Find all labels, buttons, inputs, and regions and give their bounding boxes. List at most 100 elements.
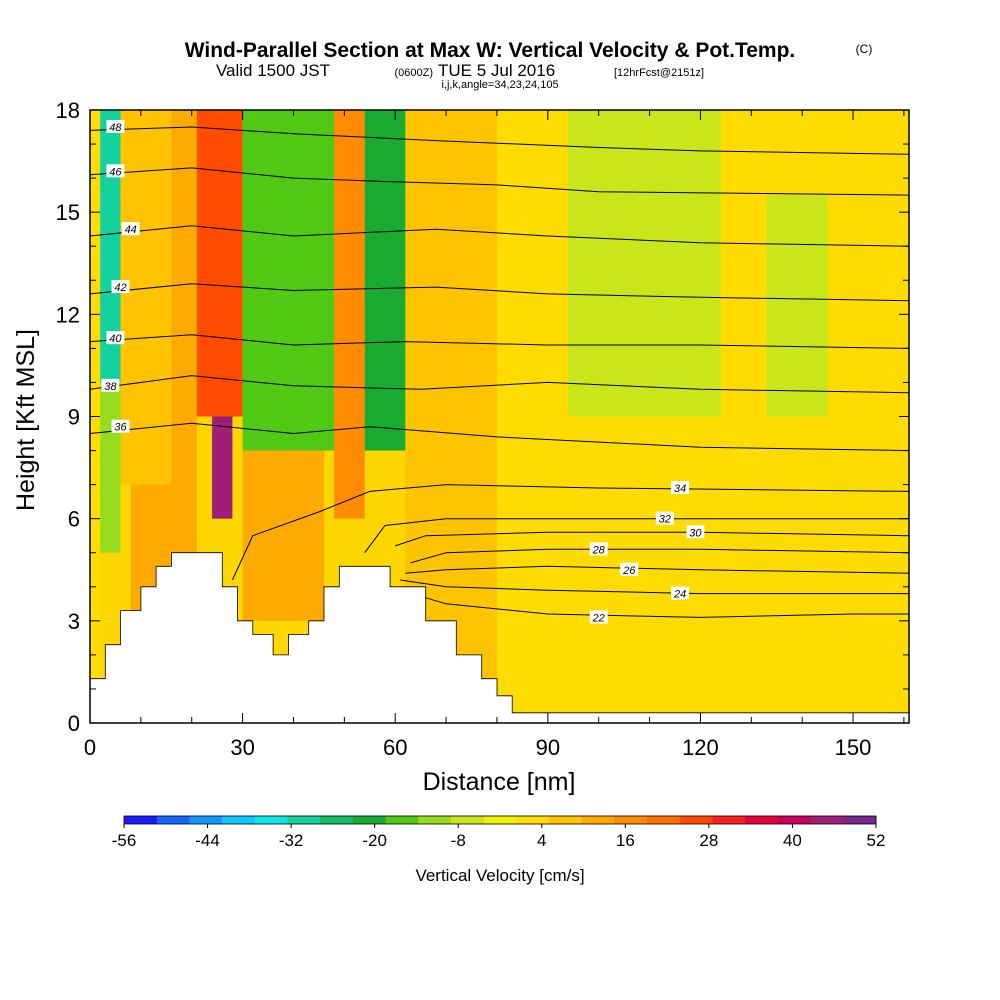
theta-contour-line — [400, 579, 909, 595]
contour-label: 42 — [114, 282, 126, 294]
contour-label-bg — [589, 542, 608, 556]
theta-contour-line — [400, 589, 909, 618]
theta-contour-line — [364, 518, 909, 553]
contour-label: 32 — [659, 514, 671, 526]
y-axis: 0 36 9 12 15 18 — [56, 98, 909, 736]
colorbar-swatch — [287, 816, 321, 824]
theta-contour-line — [89, 283, 910, 302]
contour-label-bg — [620, 562, 639, 576]
colorbar-swatch — [614, 816, 648, 824]
colorbar-swatch — [810, 816, 844, 824]
colorbar-swatch — [385, 816, 419, 824]
contour-label-bg — [106, 164, 125, 178]
colorbar-swatch — [320, 816, 354, 824]
theta-contour-line — [89, 422, 910, 452]
colorbar-swatch — [254, 816, 288, 824]
y-tick-label: 18 — [56, 98, 80, 123]
velocity-cell — [171, 110, 197, 553]
colorbar-swatch — [679, 816, 714, 824]
colorbar-tick-label: 16 — [616, 831, 635, 850]
x-tick-label: 0 — [84, 735, 96, 760]
y-tick-label: 15 — [56, 200, 80, 225]
valid-date: TUE 5 Jul 2016 — [438, 61, 555, 80]
velocity-cell — [196, 110, 243, 417]
colorbar-tick-label: -8 — [451, 831, 466, 850]
velocity-cell — [242, 450, 324, 621]
valid-prefix: Valid 1500 JST — [216, 61, 330, 80]
forecast-tag: [12hrFcst@2151z] — [614, 67, 704, 79]
colorbar-tick-label: 4 — [537, 831, 546, 850]
colorbar-swatch — [352, 816, 387, 824]
contour-label-bg — [106, 331, 125, 345]
colorbar-swatch — [483, 816, 517, 824]
colorbar-swatch — [189, 816, 223, 824]
theta-contour-line — [231, 484, 910, 581]
x-tick-label: 120 — [682, 735, 719, 760]
colorbar-swatch — [745, 816, 779, 824]
contour-label-bg — [589, 610, 608, 624]
contour-label: 36 — [114, 422, 127, 434]
contour-label: 46 — [109, 166, 122, 178]
colorbar-swatch — [647, 816, 681, 824]
x-tick-label: 90 — [536, 735, 560, 760]
velocity-cell — [334, 110, 365, 519]
velocity-cell — [212, 416, 233, 519]
contour-label-bg — [111, 280, 130, 294]
colorbar-swatch — [124, 816, 158, 824]
contour-label: 26 — [622, 565, 636, 577]
y-tick-label: 6 — [68, 507, 80, 532]
contour-label-bg — [111, 419, 130, 433]
contour-label: 22 — [592, 612, 605, 624]
colorbar-swatch — [450, 816, 485, 824]
velocity-cell — [100, 382, 121, 553]
contour-label-bg — [106, 120, 125, 134]
y-tick-label: 9 — [68, 405, 80, 430]
colorbar-swatch — [712, 816, 746, 824]
colorbar-frame — [123, 815, 877, 825]
colorbar-title: Vertical Velocity [cm/s] — [415, 866, 584, 885]
y-tick-label: 0 — [68, 711, 80, 736]
theta-contours — [89, 126, 910, 618]
colorbar-swatch — [843, 816, 877, 824]
contour-label: 44 — [125, 224, 137, 236]
theta-contour-line — [89, 225, 910, 247]
terrain-mask — [89, 552, 910, 724]
contour-label: 48 — [109, 122, 122, 134]
contour-label-bg — [671, 586, 690, 600]
y-tick-label: 12 — [56, 302, 80, 327]
colorbar-swatch — [418, 816, 452, 824]
colorbar-tick-label: -56 — [112, 831, 137, 850]
velocity-cell — [242, 110, 335, 451]
theta-contour-line — [89, 167, 910, 196]
chart-title: Wind-Parallel Section at Max W: Vertical… — [185, 39, 796, 62]
x-tick-label: 150 — [835, 735, 872, 760]
colorbar-tick-label: -32 — [279, 831, 304, 850]
theta-contour-line — [410, 548, 910, 564]
indices-line: i,j,k,angle=34,23,24,105 — [441, 79, 558, 91]
colorbar-tick-label: 28 — [699, 831, 718, 850]
contour-label-bg — [686, 525, 705, 539]
colorbar-tick-label: 52 — [867, 831, 886, 850]
colorbar-swatch — [549, 816, 583, 824]
colorbar-swatch — [222, 816, 256, 824]
velocity-cell — [568, 110, 721, 417]
contour-label: 34 — [674, 483, 686, 495]
theta-contour-line — [89, 375, 910, 394]
contour-label: 40 — [109, 333, 122, 345]
theta-contour-line — [89, 334, 910, 349]
chart-title-tag: (C) — [856, 42, 873, 56]
colorbar-tick-label: -20 — [362, 831, 387, 850]
contour-label-bg — [655, 511, 674, 525]
contour-label-bg — [121, 222, 140, 236]
theta-contour-labels: 22 24 26 28 30 32 34 36 38 40 42 44 46 48 — [101, 120, 705, 624]
x-axis: 0 30 60 90 120 150 — [84, 110, 905, 760]
colorbar-tick-label: -44 — [195, 831, 220, 850]
y-axis-title: Height [Kft MSL] — [12, 329, 40, 511]
x-tick-label: 30 — [230, 735, 254, 760]
colorbar-swatch — [156, 816, 190, 824]
theta-contour-line — [405, 565, 910, 574]
velocity-cell — [766, 195, 828, 417]
contour-label-bg — [101, 378, 120, 392]
